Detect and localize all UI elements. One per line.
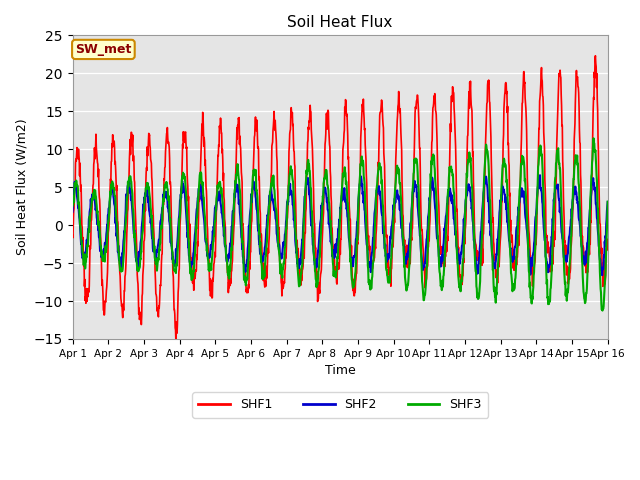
- SHF2: [604, 199, 612, 205]
- SHF2: [175, 221, 182, 227]
- SHF2: [541, 235, 548, 240]
- Line: SHF3: SHF3: [72, 138, 608, 311]
- SHF2: [598, 272, 606, 278]
- Title: Soil Heat Flux: Soil Heat Flux: [287, 15, 393, 30]
- SHF1: [424, 264, 431, 270]
- SHF1: [175, 269, 183, 275]
- Line: SHF2: SHF2: [72, 175, 608, 275]
- SHF2: [536, 172, 544, 178]
- SHF2: [248, 191, 255, 197]
- SHF3: [68, 204, 76, 209]
- SHF2: [493, 252, 500, 258]
- Y-axis label: Soil Heat Flux (W/m2): Soil Heat Flux (W/m2): [15, 119, 28, 255]
- SHF1: [591, 53, 599, 59]
- SHF2: [188, 259, 195, 265]
- SHF3: [598, 308, 606, 313]
- SHF3: [188, 277, 195, 283]
- SHF3: [604, 199, 612, 204]
- SHF1: [248, 218, 255, 224]
- SHF1: [604, 237, 612, 242]
- Text: SW_met: SW_met: [76, 43, 132, 56]
- SHF3: [589, 135, 597, 141]
- Legend: SHF1, SHF2, SHF3: SHF1, SHF2, SHF3: [192, 392, 488, 418]
- SHF3: [540, 212, 548, 218]
- SHF3: [248, 198, 255, 204]
- Line: SHF1: SHF1: [72, 56, 608, 342]
- SHF3: [493, 284, 500, 289]
- SHF1: [172, 339, 180, 345]
- SHF1: [541, 145, 548, 151]
- SHF2: [423, 236, 431, 241]
- SHF3: [423, 264, 431, 270]
- SHF1: [68, 232, 76, 238]
- SHF3: [175, 235, 182, 241]
- SHF1: [493, 270, 501, 276]
- SHF2: [68, 209, 76, 215]
- SHF1: [188, 265, 196, 271]
- X-axis label: Time: Time: [324, 364, 355, 377]
